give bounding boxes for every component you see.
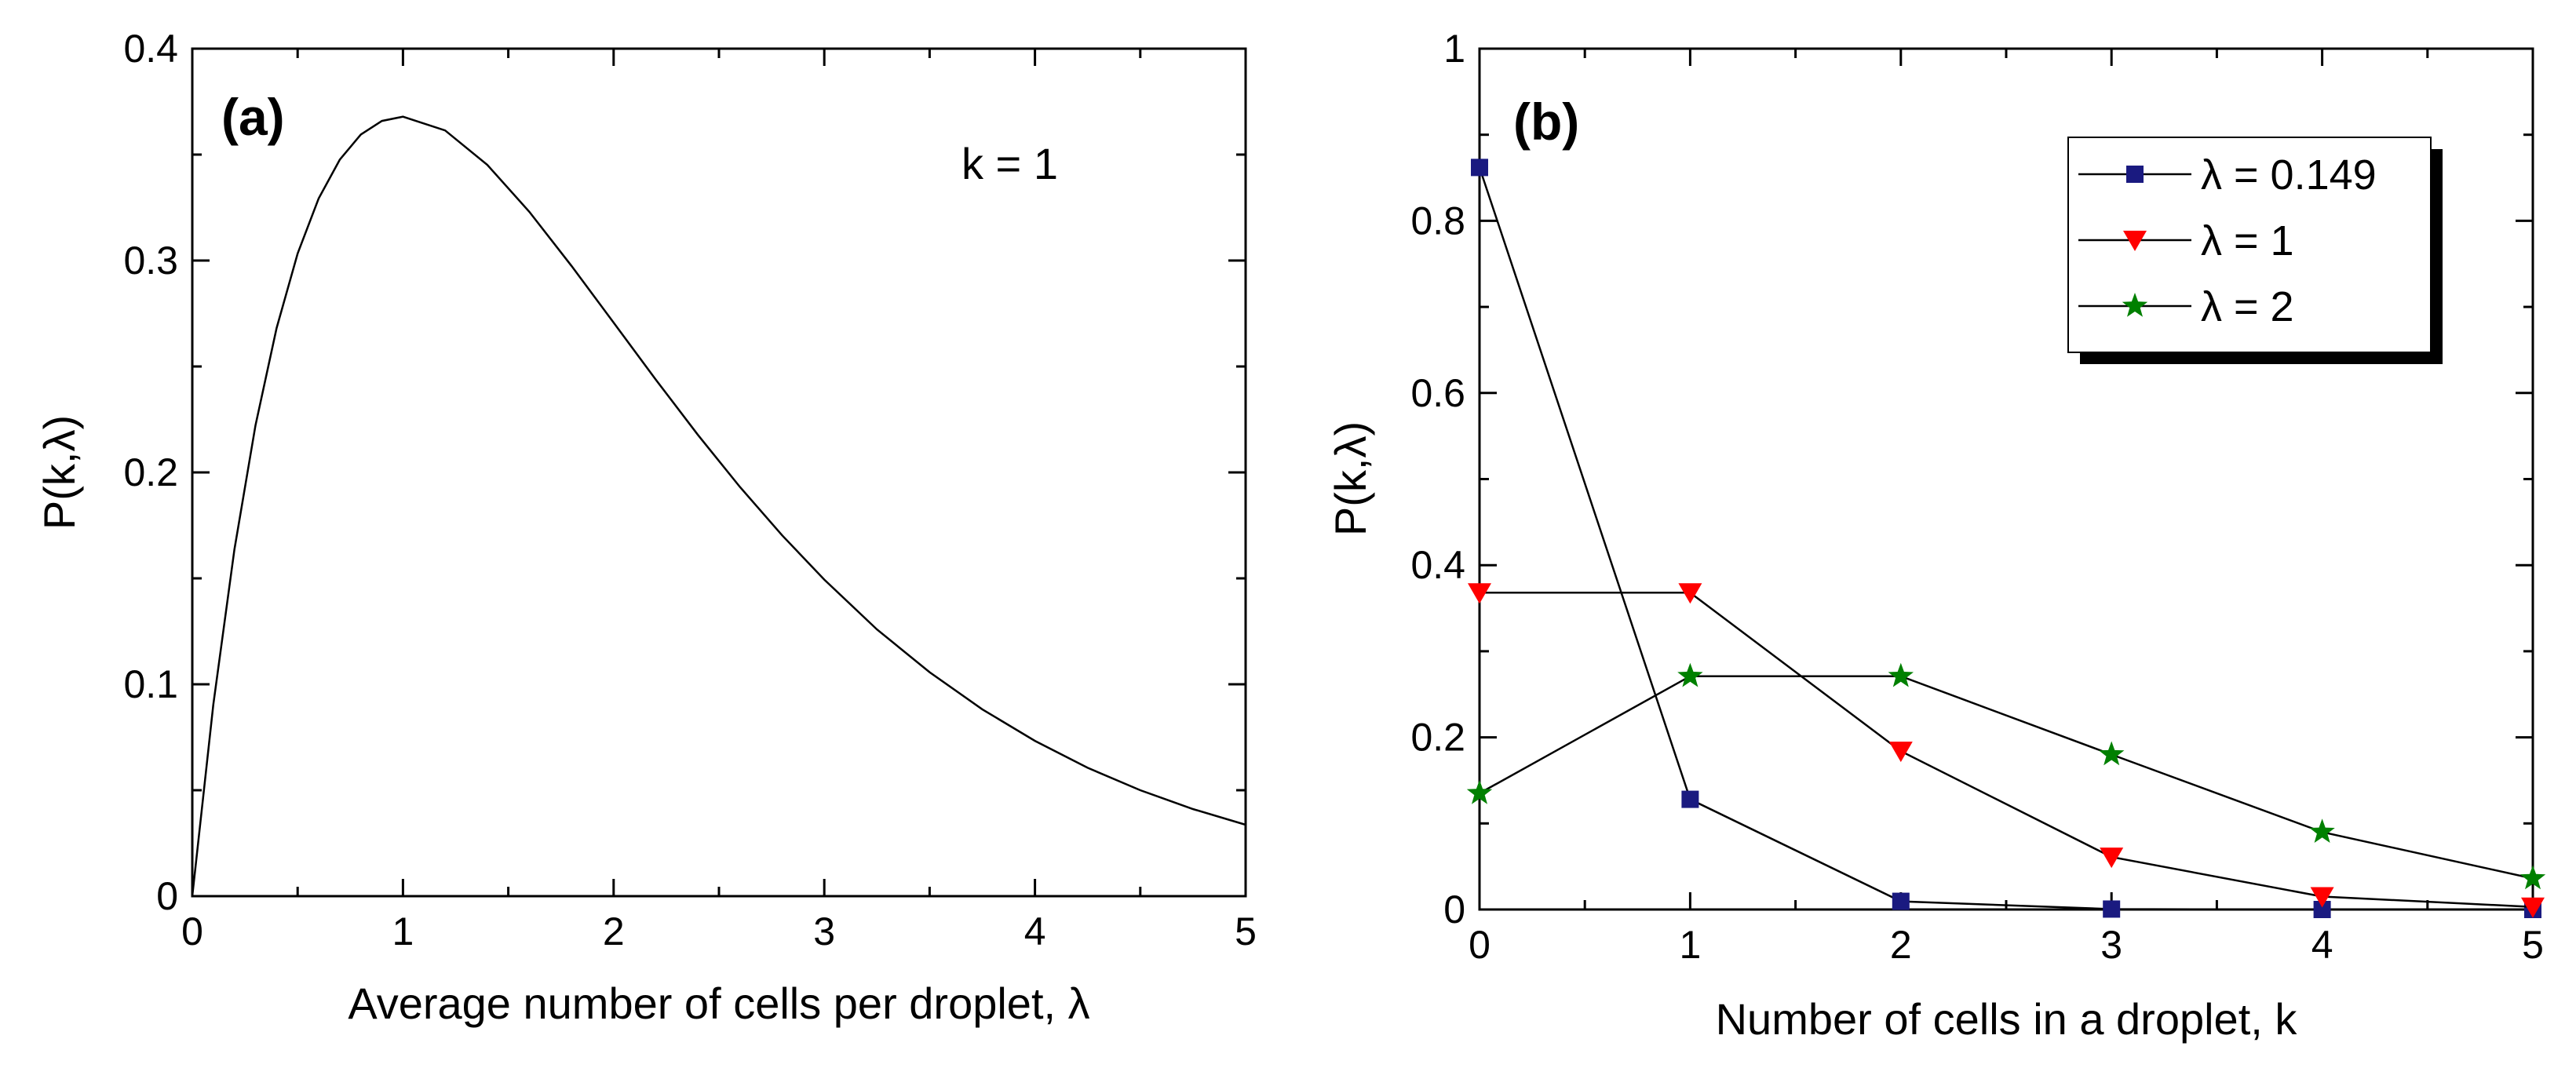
legend-item: λ = 0.149 (2078, 151, 2377, 199)
panel-a-y-tick-label: 0.4 (123, 27, 178, 71)
legend-label: λ = 2 (2201, 283, 2294, 330)
panel-a-x-tick-label: 5 (1235, 909, 1257, 953)
panel-b-x-tick-label: 3 (2100, 923, 2122, 967)
panel-a-y-tick-label: 0.1 (123, 662, 178, 706)
data-point (2521, 897, 2545, 918)
data-point (2519, 865, 2546, 890)
panel-b-x-tick-label: 2 (1890, 923, 1912, 967)
panel-b-y-tick-label: 0.8 (1410, 199, 1465, 242)
panel-a-x-tick-label: 2 (603, 909, 625, 953)
panel-b-x-ticks: 0 1 2 3 4 5 (1469, 49, 2544, 967)
data-point (1681, 790, 1699, 808)
panel-a-chart: 0 1 2 3 4 5 0 0.1 0.2 0.3 0.4 (a) k = 1 Average n… (35, 27, 1257, 1028)
data-point (1678, 583, 1702, 604)
panel-a-annotation: k = 1 (961, 139, 1058, 188)
series-line (1478, 167, 2533, 911)
panel-b-label: (b) (1513, 93, 1579, 151)
panel-a-label: (a) (221, 88, 285, 146)
data-point (2313, 901, 2331, 918)
panel-b-y-tick-label: 1 (1443, 27, 1465, 71)
data-point (1888, 662, 1914, 687)
legend-item: λ = 1 (2078, 217, 2294, 264)
data-point (1468, 583, 1491, 604)
panel-a-x-tick-label: 4 (1024, 909, 1046, 953)
panel-a-y-axis-title: P(k,λ) (35, 415, 84, 530)
panel-b-legend: λ = 0.149 λ = 1 λ = 2 (2067, 137, 2443, 364)
series-line (1480, 592, 2534, 908)
panel-a-x-tick-label: 0 (181, 909, 203, 953)
panel-a-frame (191, 47, 1247, 898)
legend-marker (2123, 231, 2147, 251)
legend-item: λ = 2 (2078, 283, 2294, 330)
panel-a-y-tick-label: 0.2 (123, 450, 178, 494)
panel-b-x-tick-label: 0 (1469, 923, 1491, 967)
legend-marker (2126, 166, 2144, 183)
data-point (1471, 159, 1488, 177)
series-2 (1466, 662, 2546, 890)
panel-b-y-axis-title: P(k,λ) (1326, 421, 1375, 536)
legend-label: λ = 0.149 (2201, 151, 2377, 199)
legend-items: λ = 0.149 λ = 1 λ = 2 (2078, 151, 2377, 330)
panel-a-x-ticks: 0 1 2 3 4 5 (181, 49, 1257, 953)
panel-b-x-tick-label: 4 (2311, 923, 2333, 967)
data-point (1466, 779, 1493, 804)
legend-label: λ = 1 (2201, 217, 2294, 264)
data-point (1888, 742, 1913, 763)
panel-b-series (1466, 159, 2546, 918)
panel-b-y-tick-label: 0.4 (1410, 543, 1465, 587)
panel-b-y-tick-label: 0.6 (1410, 371, 1465, 415)
data-point (2099, 741, 2125, 766)
panel-a-y-tick-label: 0 (156, 874, 178, 918)
panel-b-x-tick-label: 5 (2522, 923, 2544, 967)
panel-b-y-tick-label: 0.2 (1410, 716, 1465, 760)
panel-b-y-tick-label: 0 (1443, 888, 1465, 931)
panel-a-x-tick-label: 3 (813, 909, 835, 953)
data-point (2103, 900, 2121, 918)
panel-a-curve (191, 115, 1246, 897)
data-point (2310, 887, 2334, 908)
legend-marker (2122, 293, 2148, 317)
panel-a-y-ticks: 0 0.1 0.2 0.3 0.4 (123, 27, 1246, 918)
data-point (2309, 818, 2335, 843)
panel-a-x-tick-label: 1 (392, 909, 414, 953)
panel-b-x-axis-title: Number of cells in a droplet, k (1716, 994, 2298, 1044)
panel-b-x-tick-label: 1 (1679, 923, 1701, 967)
data-point (1892, 892, 1910, 910)
panel-b-y-ticks: 0 0.2 0.4 0.6 0.8 1 (1410, 27, 2533, 931)
data-point (2100, 848, 2124, 869)
series-1 (1468, 583, 2545, 918)
panel-a-x-axis-title: Average number of cells per droplet, λ (348, 979, 1089, 1028)
panel-a-y-tick-label: 0.3 (123, 239, 178, 283)
data-point (1677, 662, 1703, 687)
panel-b-chart: 0 1 2 3 4 5 0 0.2 0.4 0.6 0.8 1 (b) Number of cell… (1326, 27, 2546, 1044)
series-line (1479, 675, 2534, 880)
